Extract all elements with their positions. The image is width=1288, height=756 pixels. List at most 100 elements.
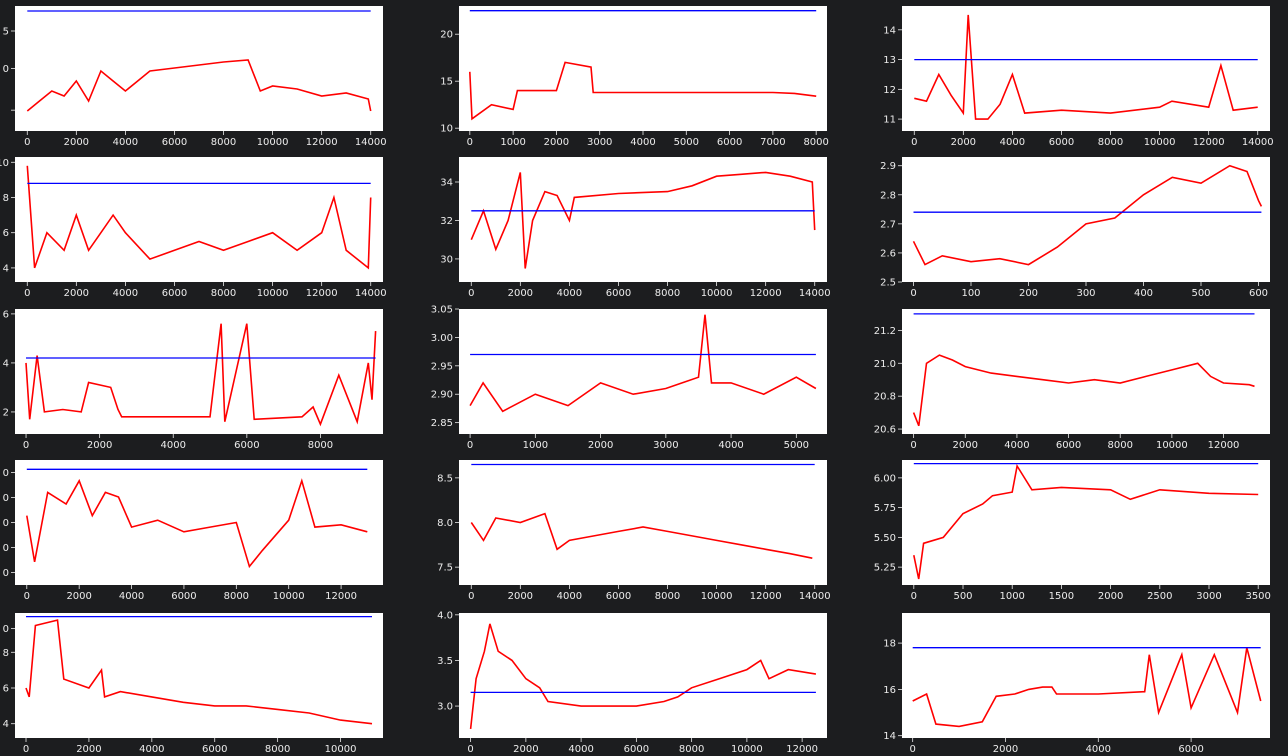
x-tick-label: 10000 — [701, 591, 733, 602]
x-tick-label: 300 — [1076, 288, 1095, 299]
y-tick-label: 8.5 — [437, 473, 453, 484]
plot-area — [902, 309, 1270, 434]
x-tick-label: 6000 — [606, 591, 631, 602]
y-tick-label: 5 — [3, 27, 9, 38]
y-tick-label: 5.50 — [874, 533, 896, 544]
x-tick-label: 6000 — [234, 440, 259, 451]
y-tick-label: 20.6 — [874, 425, 896, 436]
x-tick-label: 1000 — [500, 137, 525, 148]
x-tick-label: 2000 — [1098, 591, 1123, 602]
x-tick-label: 2000 — [64, 288, 89, 299]
x-tick-label: 3000 — [1196, 591, 1221, 602]
subplot-10: 0 2000 4000 6000 8000 10000 12000 0 0 0 0 0 — [3, 460, 383, 602]
x-tick-label: 8000 — [655, 591, 680, 602]
x-tick-label: 14000 — [799, 591, 831, 602]
x-tick-label: 6000 — [202, 744, 227, 755]
y-tick-label: 20 — [440, 30, 453, 41]
y-tick-label: 0 — [3, 493, 9, 504]
y-tick-label: 18 — [883, 639, 896, 650]
subplot-12: 0 500 1000 1500 2000 2500 3000 3500 5.25 5.50 5.75… — [874, 460, 1271, 602]
x-tick-label: 8000 — [803, 137, 828, 148]
x-tick-label: 0 — [468, 288, 474, 299]
subplot-13: 0 2000 4000 6000 8000 10000 4 6 8 0 — [3, 613, 383, 755]
x-tick-label: 4000 — [113, 288, 138, 299]
subplot-7: 0 2000 4000 6000 8000 2 4 6 — [3, 309, 383, 451]
x-tick-label: 8000 — [211, 137, 236, 148]
y-tick-label: 3.00 — [431, 333, 453, 344]
y-tick-label: 21.0 — [874, 359, 896, 370]
subplot-3: 0 2000 4000 6000 8000 10000 12000 14000 11 12 13 14 — [883, 6, 1274, 148]
x-tick-label: 200 — [1019, 288, 1038, 299]
subplot-6: 0 100 200 300 400 500 600 2.5 2.6 2.7 2.8 2.9 — [880, 157, 1270, 299]
y-tick-label: 6.00 — [874, 473, 896, 484]
data-series-line — [26, 165, 372, 270]
x-tick-label: 14000 — [355, 288, 387, 299]
x-tick-label: 8000 — [1098, 137, 1123, 148]
y-tick-label: 4.0 — [437, 610, 453, 621]
plot-area — [902, 460, 1270, 585]
x-tick-label: 2000 — [64, 137, 89, 148]
subplot-14: 0 2000 4000 6000 8000 10000 12000 3.0 3.5 4.0 — [437, 610, 827, 755]
x-tick-label: 4000 — [113, 137, 138, 148]
x-tick-label: 6000 — [606, 288, 631, 299]
y-tick-label: 4 — [3, 263, 9, 274]
y-tick-label: 34 — [440, 178, 453, 189]
y-tick-label: 12 — [883, 85, 896, 96]
data-series-line — [914, 14, 1258, 120]
x-tick-label: 4000 — [568, 744, 593, 755]
y-tick-label: 0 — [3, 518, 9, 529]
x-tick-label: 8000 — [211, 288, 236, 299]
y-tick-label: 3.05 — [431, 305, 453, 316]
plot-area — [15, 157, 383, 282]
y-tick-label: 6 — [3, 228, 9, 239]
y-tick-label: 13 — [883, 55, 896, 66]
x-tick-label: 600 — [1249, 288, 1268, 299]
x-tick-label: 10000 — [257, 288, 289, 299]
x-tick-label: 6000 — [1056, 440, 1081, 451]
x-tick-label: 12000 — [1208, 440, 1240, 451]
x-tick-label: 8000 — [655, 288, 680, 299]
x-tick-label: 6000 — [162, 288, 187, 299]
y-tick-label: 3.0 — [437, 702, 453, 713]
y-tick-label: 2.6 — [880, 248, 896, 259]
x-tick-label: 6000 — [1049, 137, 1074, 148]
x-tick-label: 14000 — [799, 288, 831, 299]
x-tick-label: 3000 — [653, 440, 678, 451]
plot-area — [459, 460, 827, 585]
x-tick-label: 4000 — [139, 744, 164, 755]
x-tick-label: 4000 — [718, 440, 743, 451]
y-tick-label: 2.9 — [880, 161, 896, 172]
x-tick-label: 12000 — [325, 591, 357, 602]
x-tick-label: 8000 — [679, 744, 704, 755]
x-tick-label: 4000 — [1086, 744, 1111, 755]
x-tick-label: 2000 — [508, 591, 533, 602]
x-tick-label: 10000 — [1156, 440, 1188, 451]
x-tick-label: 2000 — [993, 744, 1018, 755]
y-tick-label: 11 — [883, 115, 896, 126]
x-tick-label: 0 — [909, 744, 915, 755]
y-tick-label: 5.75 — [874, 503, 896, 514]
plot-area — [902, 613, 1270, 738]
subplot-15: 0 2000 4000 6000 14 16 18 — [883, 613, 1270, 755]
x-tick-label: 10000 — [701, 288, 733, 299]
x-tick-label: 0 — [23, 440, 29, 451]
plot-area — [459, 613, 827, 738]
subplot-2: 0 1000 2000 3000 4000 5000 6000 7000 8000 10 15 20 — [440, 6, 829, 148]
x-tick-label: 1500 — [1049, 591, 1074, 602]
y-tick-label: 4 — [3, 358, 9, 369]
x-tick-label: 5000 — [674, 137, 699, 148]
x-tick-label: 4000 — [1000, 137, 1025, 148]
data-series-line — [470, 512, 813, 559]
x-tick-label: 0 — [23, 744, 29, 755]
y-tick-label: 8 — [3, 648, 9, 659]
y-tick-label: 0 — [3, 624, 9, 635]
y-tick-label: 8.0 — [437, 518, 453, 529]
x-tick-label: 10000 — [325, 744, 357, 755]
x-tick-label: 12000 — [1193, 137, 1225, 148]
subplot-11: 0 2000 4000 6000 8000 10000 12000 14000 7.5 8.0 8.… — [437, 460, 831, 602]
x-tick-label: 14000 — [1242, 137, 1274, 148]
subplot-8: 0 1000 2000 3000 4000 5000 2.85 2.90 2.95 3.00 3.0… — [431, 305, 827, 451]
y-tick-label: 10 — [0, 158, 9, 169]
x-tick-label: 6000 — [1178, 744, 1203, 755]
